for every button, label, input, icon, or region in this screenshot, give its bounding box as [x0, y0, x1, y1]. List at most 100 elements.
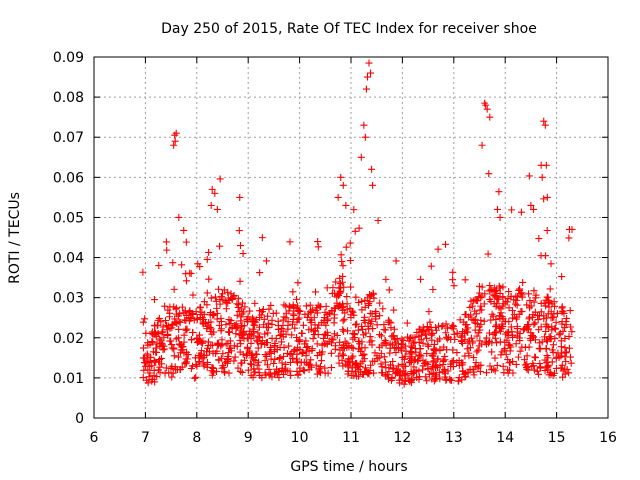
data-point: [233, 342, 241, 350]
data-point: [140, 366, 148, 374]
data-point: [557, 352, 565, 360]
data-point: [203, 289, 211, 297]
data-point: [486, 362, 494, 370]
data-point: [278, 359, 286, 367]
data-point: [517, 307, 525, 315]
data-point: [255, 369, 263, 377]
data-point: [255, 323, 263, 331]
data-point: [190, 316, 198, 324]
data-point: [202, 320, 210, 328]
data-point: [426, 318, 434, 326]
data-point: [485, 170, 493, 178]
data-point: [544, 361, 552, 369]
data-point: [261, 341, 269, 349]
data-point: [384, 375, 392, 383]
data-point: [307, 318, 315, 326]
data-point: [174, 353, 182, 361]
data-point: [332, 278, 340, 286]
data-point: [265, 371, 273, 379]
data-point: [171, 137, 179, 145]
data-point: [424, 342, 432, 350]
data-point: [537, 308, 545, 316]
data-point: [203, 301, 211, 309]
data-point: [141, 315, 149, 323]
data-point: [377, 349, 385, 357]
data-point: [187, 270, 195, 278]
data-point: [336, 280, 344, 288]
data-point: [427, 262, 435, 270]
data-point: [304, 361, 312, 369]
data-point: [340, 344, 348, 352]
data-point: [423, 377, 431, 385]
data-point: [293, 334, 301, 342]
data-point: [392, 257, 400, 265]
data-point: [390, 325, 398, 333]
data-point: [430, 357, 438, 365]
data-point: [406, 354, 414, 362]
data-point: [274, 317, 282, 325]
data-point: [467, 297, 475, 305]
data-point: [208, 185, 216, 193]
data-point: [513, 322, 521, 330]
data-point: [203, 351, 211, 359]
data-point: [371, 349, 379, 357]
data-point: [529, 205, 537, 213]
data-point: [542, 314, 550, 322]
data-point: [380, 321, 388, 329]
data-point: [561, 353, 569, 361]
data-point: [343, 305, 351, 313]
data-point: [536, 363, 544, 371]
data-point: [425, 308, 433, 316]
data-point: [266, 348, 274, 356]
data-point: [267, 301, 275, 309]
data-point: [527, 201, 535, 209]
data-point: [194, 334, 202, 342]
data-point: [377, 332, 385, 340]
data-point: [427, 365, 435, 373]
data-point: [422, 373, 430, 381]
data-point: [428, 351, 436, 359]
data-point: [152, 348, 160, 356]
data-point: [467, 334, 475, 342]
data-point: [264, 312, 272, 320]
data-point: [376, 299, 384, 307]
data-point: [236, 367, 244, 375]
data-point: [326, 309, 334, 317]
data-point: [442, 376, 450, 384]
data-point: [483, 105, 491, 113]
data-point: [450, 330, 458, 338]
data-point: [232, 330, 240, 338]
data-point: [505, 304, 513, 312]
data-point: [213, 304, 221, 312]
data-point: [500, 369, 508, 377]
data-point: [522, 361, 530, 369]
y-axis-label: ROTI / TECUs: [7, 192, 23, 284]
data-point: [534, 316, 542, 324]
data-point: [178, 261, 186, 269]
data-point: [299, 366, 307, 374]
data-point: [565, 234, 573, 242]
data-point: [489, 312, 497, 320]
data-point: [227, 290, 235, 298]
y-tick-label: 0.07: [53, 130, 84, 146]
data-point: [382, 371, 390, 379]
data-point: [518, 293, 526, 301]
data-point: [172, 129, 180, 137]
data-point: [232, 320, 240, 328]
data-point: [531, 319, 539, 327]
data-point: [549, 341, 557, 349]
data-point: [157, 337, 165, 345]
data-point: [429, 358, 437, 366]
data-point: [370, 294, 378, 302]
data-point: [226, 344, 234, 352]
data-point: [506, 366, 514, 374]
data-point: [475, 323, 483, 331]
data-point: [495, 188, 503, 196]
data-point: [307, 309, 315, 317]
data-point: [561, 344, 569, 352]
data-point: [163, 246, 171, 254]
data-point: [367, 361, 375, 369]
data-point: [308, 345, 316, 353]
data-point: [279, 327, 287, 335]
data-point: [258, 337, 266, 345]
